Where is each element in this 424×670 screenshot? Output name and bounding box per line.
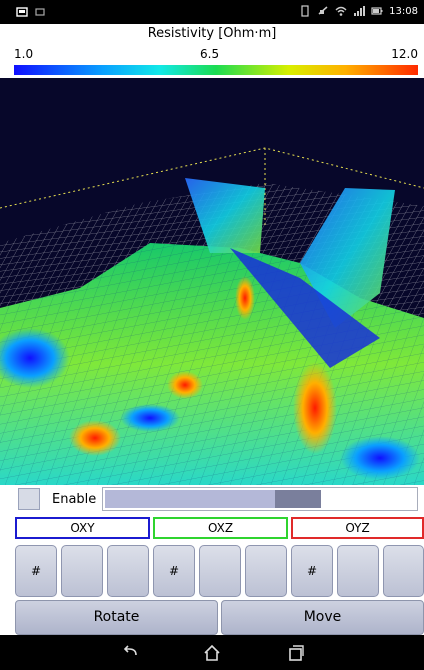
enable-label: Enable (52, 492, 97, 507)
plane-oyz-button[interactable]: OYZ (291, 517, 424, 539)
low-resistivity-zone (340, 436, 420, 480)
sim-icon (301, 5, 309, 17)
oyz-option-button-3[interactable] (383, 545, 424, 597)
oyz-grid-toggle-button[interactable]: # (291, 545, 333, 597)
vertical-section-oxz (185, 178, 265, 253)
plane-oxz-button[interactable]: OXZ (153, 517, 288, 539)
recent-apps-icon[interactable] (286, 643, 306, 663)
vertical-section-oyz (300, 188, 395, 328)
legend-max-label: 12.0 (391, 47, 418, 61)
home-icon[interactable] (202, 643, 222, 663)
move-label: Move (303, 609, 342, 625)
high-resistivity-anomaly (69, 420, 121, 456)
3d-model-viewport[interactable] (0, 78, 424, 485)
plane-oxy-label: OXY (70, 521, 95, 535)
oxy-grid-toggle-button[interactable]: # (15, 545, 57, 597)
oxy-option-button-2[interactable] (61, 545, 103, 597)
slice-position-slider[interactable] (102, 487, 418, 511)
plane-oyz-label: OYZ (345, 521, 370, 535)
legend-title: Resistivity [Ohm·m] (147, 26, 277, 41)
battery-icon (371, 7, 383, 15)
status-time: 13:08 (389, 5, 418, 17)
resistivity-legend: Resistivity [Ohm·m] 1.0 6.5 12.0 (0, 24, 424, 78)
slider-track (105, 490, 315, 508)
move-button[interactable]: Move (221, 600, 424, 635)
android-nav-bar (0, 635, 424, 670)
rotate-button[interactable]: Rotate (15, 600, 218, 635)
legend-mid-label: 6.5 (200, 47, 220, 61)
high-resistivity-anomaly (235, 276, 255, 320)
wifi-icon (335, 6, 347, 16)
signal-icon (354, 6, 366, 16)
gallery-icon (16, 7, 28, 17)
high-resistivity-anomaly (167, 371, 203, 399)
grid-button-label: # (30, 564, 42, 578)
grid-button-label: # (306, 564, 318, 578)
section-shadow-plane (230, 248, 380, 368)
oyz-option-button-2[interactable] (337, 545, 379, 597)
status-bar: 13:08 (0, 0, 424, 24)
oxy-option-button-3[interactable] (107, 545, 149, 597)
rotate-label: Rotate (93, 609, 140, 625)
oxz-grid-toggle-button[interactable]: # (153, 545, 195, 597)
grid-button-label: # (168, 564, 180, 578)
notification-icon (35, 8, 45, 16)
back-icon[interactable] (120, 643, 140, 663)
enable-checkbox[interactable] (18, 488, 40, 510)
oxz-option-button-3[interactable] (245, 545, 287, 597)
plane-oxz-label: OXZ (207, 521, 234, 535)
color-scale-bar (14, 65, 418, 75)
mute-icon (318, 6, 328, 15)
high-resistivity-anomaly (293, 362, 337, 454)
control-panel: Enable OXY OXZ OYZ # # # Rotate Move (0, 485, 424, 635)
low-resistivity-zone (0, 328, 70, 388)
slider-thumb[interactable] (275, 490, 321, 508)
legend-min-label: 1.0 (14, 47, 34, 61)
low-resistivity-zone (120, 404, 180, 432)
oxz-option-button-2[interactable] (199, 545, 241, 597)
resistivity-3d-render (0, 147, 424, 485)
plane-oxy-button[interactable]: OXY (15, 517, 150, 539)
